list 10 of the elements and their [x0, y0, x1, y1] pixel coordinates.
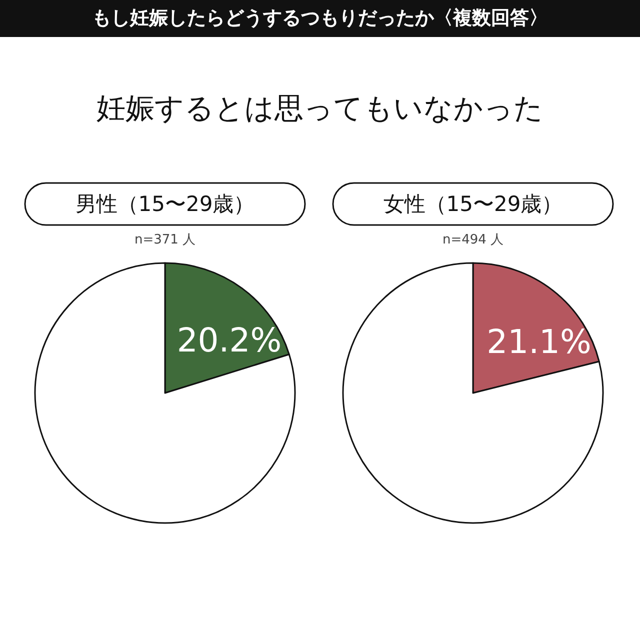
pie-slice [34, 262, 296, 524]
text: もし妊娠したらどうするつもりだったか〈複数回答〉 [92, 7, 548, 29]
pie-slice [342, 262, 604, 524]
chart-title: 男性（15〜29歳） [75, 192, 255, 216]
text: 妊娠するとは思ってもいなかった [96, 91, 544, 125]
chart-title: 女性（15〜29歳） [383, 192, 563, 216]
data-label: 21.1% [486, 322, 592, 362]
chart-subtitle: n=371 人 [134, 232, 196, 248]
data-label: 20.2% [176, 320, 282, 360]
chart-subtitle: n=494 人 [442, 232, 504, 248]
